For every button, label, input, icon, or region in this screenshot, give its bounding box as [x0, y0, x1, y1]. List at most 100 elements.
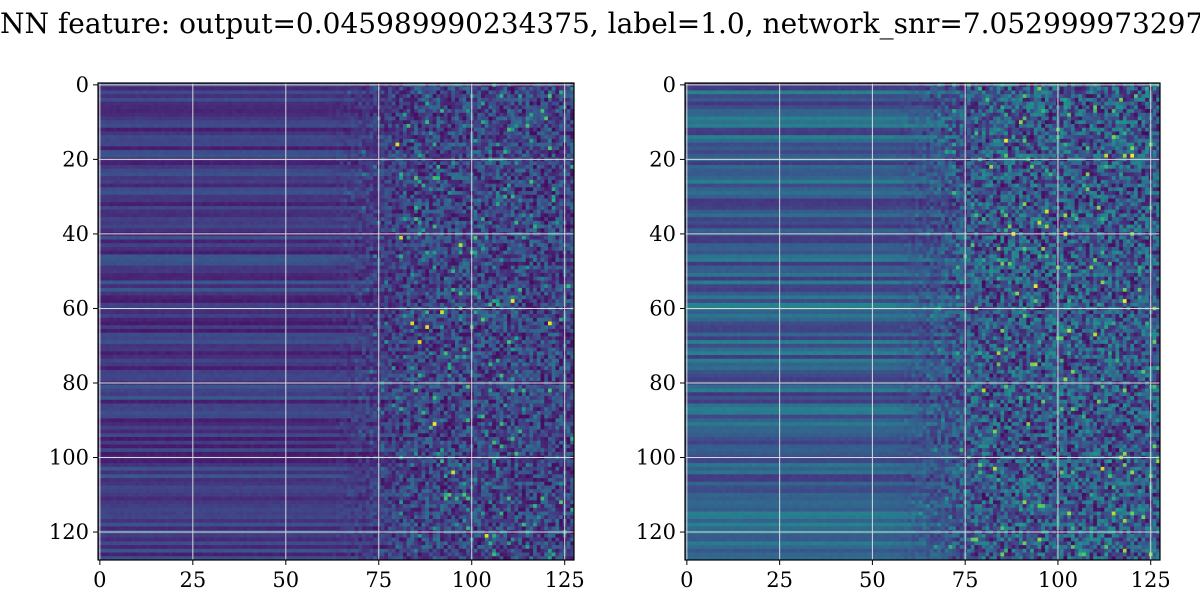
heatmap-cell: [500, 94, 504, 98]
heatmap-cell: [466, 109, 470, 113]
heatmap-cell: [515, 109, 519, 113]
heatmap-cell: [195, 113, 199, 117]
heatmap-cell: [247, 94, 251, 98]
heatmap-cell: [224, 105, 228, 109]
heatmap-cell: [552, 109, 556, 113]
heatmap-cell: [474, 117, 478, 121]
heatmap-cell: [325, 117, 329, 121]
heatmap-cell: [128, 113, 132, 117]
heatmap-cell: [481, 113, 485, 117]
heatmap-cell: [555, 102, 559, 106]
heatmap-cell: [280, 90, 284, 94]
heatmap-cell: [488, 109, 492, 113]
heatmap-cell: [124, 90, 128, 94]
heatmap-cell: [239, 120, 243, 124]
heatmap-cell: [291, 113, 295, 117]
heatmap-cell: [288, 98, 292, 102]
heatmap-cell: [202, 105, 206, 109]
heatmap-cell: [526, 94, 530, 98]
heatmap-cell: [433, 105, 437, 109]
heatmap-cell: [105, 113, 109, 117]
heatmap-cell: [180, 113, 184, 117]
heatmap-cell: [172, 90, 176, 94]
heatmap-cell: [474, 109, 478, 113]
heatmap-cell: [496, 90, 500, 94]
heatmap-cell: [102, 105, 106, 109]
heatmap-cell: [262, 87, 266, 91]
heatmap-cell: [515, 94, 519, 98]
heatmap-cell: [448, 117, 452, 121]
heatmap-cell: [433, 113, 437, 117]
heatmap-cell: [347, 102, 351, 106]
heatmap-cell: [440, 98, 444, 102]
heatmap-cell: [161, 113, 165, 117]
heatmap-cell: [273, 94, 277, 98]
heatmap-cell: [135, 120, 139, 124]
heatmap-cell: [511, 102, 515, 106]
heatmap-cell: [258, 113, 262, 117]
heatmap-cell: [232, 90, 236, 94]
heatmap-cell: [143, 105, 147, 109]
heatmap-cell: [507, 102, 511, 106]
heatmap-cell: [503, 94, 507, 98]
heatmap-cell: [277, 113, 281, 117]
heatmap-cell: [477, 117, 481, 121]
heatmap-cell: [236, 109, 240, 113]
heatmap-cell: [224, 113, 228, 117]
heatmap-cell: [172, 113, 176, 117]
heatmap-cell: [161, 117, 165, 121]
heatmap-cell: [165, 87, 169, 91]
heatmap-cell: [228, 87, 232, 91]
heatmap-cell: [213, 90, 217, 94]
heatmap-cell: [258, 117, 262, 121]
heatmap-cell: [567, 109, 571, 113]
heatmap-cell: [131, 94, 135, 98]
heatmap-cell: [455, 90, 459, 94]
heatmap-cell: [247, 98, 251, 102]
heatmap-cell: [366, 113, 370, 117]
heatmap-cell: [273, 87, 277, 91]
heatmap-cell: [399, 117, 403, 121]
heatmap-cell: [109, 105, 113, 109]
heatmap-cell: [340, 113, 344, 117]
heatmap-cell: [436, 87, 440, 91]
heatmap-cell: [477, 109, 481, 113]
heatmap-cell: [388, 113, 392, 117]
heatmap-cell: [369, 109, 373, 113]
heatmap-cell: [451, 87, 455, 91]
heatmap-cell: [474, 90, 478, 94]
heatmap-cell: [206, 94, 210, 98]
heatmap-cell: [291, 94, 295, 98]
heatmap-cell: [184, 120, 188, 124]
heatmap-cell: [537, 98, 541, 102]
heatmap-cell: [280, 109, 284, 113]
heatmap-cell: [340, 87, 344, 91]
heatmap-cell: [146, 120, 150, 124]
heatmap-cell: [544, 105, 548, 109]
heatmap-cell: [384, 87, 388, 91]
heatmap-cell: [507, 113, 511, 117]
heatmap-cell: [210, 98, 214, 102]
heatmap-cell: [154, 120, 158, 124]
heatmap-cell: [217, 109, 221, 113]
heatmap-cell: [269, 98, 273, 102]
heatmap-cell: [351, 113, 355, 117]
heatmap-cell: [388, 117, 392, 121]
heatmap-cell: [462, 90, 466, 94]
heatmap-cell: [414, 87, 418, 91]
heatmap-cell: [429, 94, 433, 98]
heatmap-cell: [436, 117, 440, 121]
heatmap-cell: [221, 87, 225, 91]
heatmap-cell: [459, 87, 463, 91]
heatmap-cell: [154, 113, 158, 117]
heatmap-cell: [425, 117, 429, 121]
heatmap-cell: [102, 87, 106, 91]
heatmap-cell: [496, 102, 500, 106]
heatmap-cell: [325, 105, 329, 109]
heatmap-cell: [355, 94, 359, 98]
heatmap-cell: [165, 105, 169, 109]
heatmap-cell: [422, 105, 426, 109]
heatmap-cell: [105, 98, 109, 102]
heatmap-cell: [384, 105, 388, 109]
heatmap-cell: [195, 90, 199, 94]
